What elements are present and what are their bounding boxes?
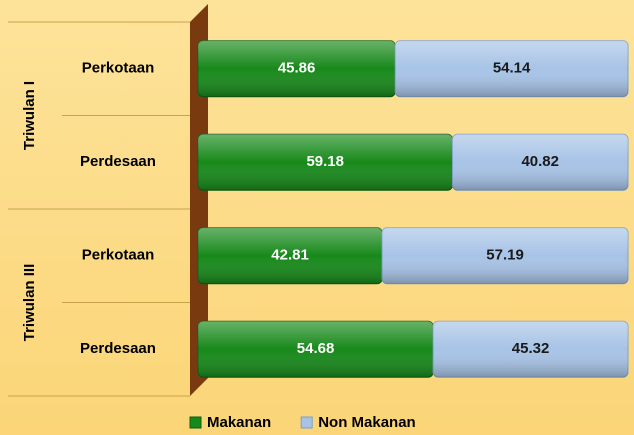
category-label: Perdesaan xyxy=(80,153,156,170)
legend-swatch xyxy=(300,416,313,429)
value-label: 54.14 xyxy=(493,60,531,77)
legend-swatch xyxy=(189,416,202,429)
bar-shade xyxy=(395,40,628,97)
value-label: 45.32 xyxy=(512,340,550,357)
bar-shade xyxy=(198,227,383,284)
category-label: Perdesaan xyxy=(80,340,156,357)
value-label: 59.18 xyxy=(306,153,344,170)
axis-wall xyxy=(190,4,208,396)
legend-label: Non Makanan xyxy=(318,414,416,431)
value-label: 42.81 xyxy=(271,247,309,264)
bar-shade xyxy=(198,321,434,378)
bar-shade xyxy=(198,40,396,97)
value-label: 57.19 xyxy=(486,247,524,264)
group-label: Triwulan I xyxy=(21,81,38,150)
value-label: 54.68 xyxy=(297,340,335,357)
legend-label: Makanan xyxy=(207,414,271,431)
bar-shade xyxy=(198,134,453,191)
category-label: Perkotaan xyxy=(82,247,155,264)
bar-shade xyxy=(452,134,628,191)
value-label: 40.82 xyxy=(521,153,559,170)
group-label: Triwulan III xyxy=(21,264,38,342)
bar-shade xyxy=(382,227,628,284)
bar-shade xyxy=(433,321,628,378)
value-label: 45.86 xyxy=(278,60,316,77)
category-label: Perkotaan xyxy=(82,60,155,77)
